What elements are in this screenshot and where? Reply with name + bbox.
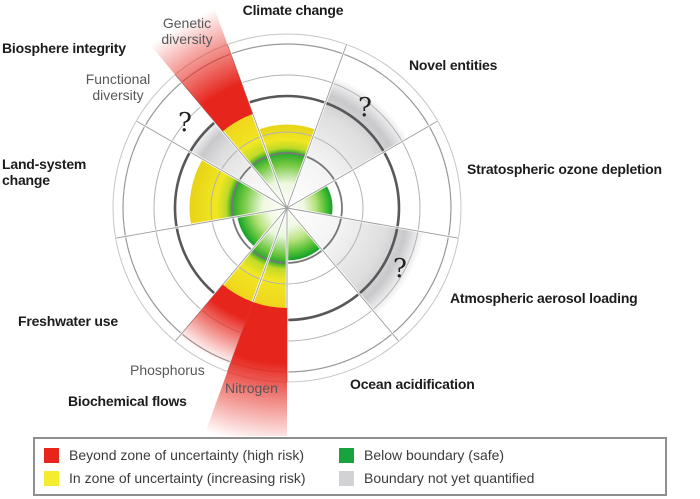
sector-divider	[286, 120, 438, 209]
label-line: Functional	[85, 71, 151, 87]
label-biochemical-flows: Biochemical flows	[68, 393, 187, 409]
sector-nitrogen-overshoot	[205, 302, 287, 436]
label-ocean-acidification: Ocean acidification	[350, 376, 475, 392]
sector-divider	[286, 207, 459, 239]
question-mark-atmospheric-aerosol-loading: ?	[393, 254, 407, 284]
legend-item-uncertainty: In zone of uncertainty (increasing risk)	[44, 470, 306, 486]
label-line: diversity	[92, 87, 144, 104]
label-nitrogen: Nitrogen	[225, 380, 278, 396]
legend-item-high-risk: Beyond zone of uncertainty (high risk)	[44, 447, 304, 463]
legend-item-not-quantified: Boundary not yet quantified	[339, 470, 534, 486]
legend-swatch-uncertainty	[44, 470, 59, 486]
label-line: Genetic	[162, 15, 212, 31]
label-line: Climate change	[242, 2, 344, 18]
sector-divider	[286, 207, 400, 342]
radial-chart	[112, 8, 462, 436]
label-biosphere-integrity: Biosphere integrity	[2, 40, 126, 56]
label-stratospheric-ozone-depletion: Stratospheric ozone depletion	[467, 161, 662, 177]
legend-label: Boundary not yet quantified	[364, 470, 535, 486]
sector-phosphorus-overshoot	[179, 284, 253, 366]
label-line: Novel entities	[409, 57, 498, 73]
label-line: Atmospheric aerosol loading	[450, 290, 638, 306]
label-land-system-change: Land-system change	[2, 156, 86, 188]
legend-swatch-safe	[339, 447, 354, 463]
sector-atmospheric-aerosol-loading-wedge	[285, 207, 426, 317]
label-line: Stratospheric ozone depletion	[467, 161, 662, 177]
legend-label: Below boundary (safe)	[364, 447, 505, 463]
sector-novel-entities-wedge	[285, 75, 410, 210]
label-line: Ocean acidification	[350, 376, 475, 392]
label-line: Phosphorus	[130, 362, 205, 378]
label-line: Biosphere integrity	[2, 40, 126, 56]
question-mark-functional-diversity: ?	[178, 108, 192, 138]
label-freshwater-use: Freshwater use	[18, 313, 118, 329]
label-line: Freshwater use	[18, 313, 118, 329]
label-atmospheric-aerosol-loading: Atmospheric aerosol loading	[450, 290, 638, 306]
label-line: Land-system	[2, 156, 87, 172]
legend-swatch-high-risk	[44, 447, 59, 463]
label-line: diversity	[161, 31, 213, 48]
legend-label: In zone of uncertainty (increasing risk)	[69, 470, 306, 486]
label-climate-change: Climate change	[243, 2, 344, 18]
sector-divider	[115, 207, 288, 239]
legend-swatch-not-quantified	[339, 470, 354, 486]
question-mark-novel-entities: ?	[358, 93, 372, 123]
label-line: Nitrogen	[225, 380, 278, 396]
legend: Beyond zone of uncertainty (high risk) In…	[33, 437, 667, 496]
sector-land-system-change-wedge	[188, 158, 289, 226]
label-genetic-diversity: Genetic diversity	[161, 15, 212, 47]
label-line: change	[2, 172, 50, 189]
legend-label: Beyond zone of uncertainty (high risk)	[69, 447, 305, 463]
label-novel-entities: Novel entities	[409, 57, 497, 73]
label-functional-diversity: Functional diversity	[86, 71, 151, 103]
label-phosphorus: Phosphorus	[130, 362, 205, 378]
legend-item-safe: Below boundary (safe)	[339, 447, 504, 463]
sector-divider	[286, 44, 347, 209]
label-line: Biochemical flows	[68, 393, 187, 409]
sector-genetic-diversity-overshoot	[150, 8, 253, 132]
sector-divider	[136, 120, 288, 209]
